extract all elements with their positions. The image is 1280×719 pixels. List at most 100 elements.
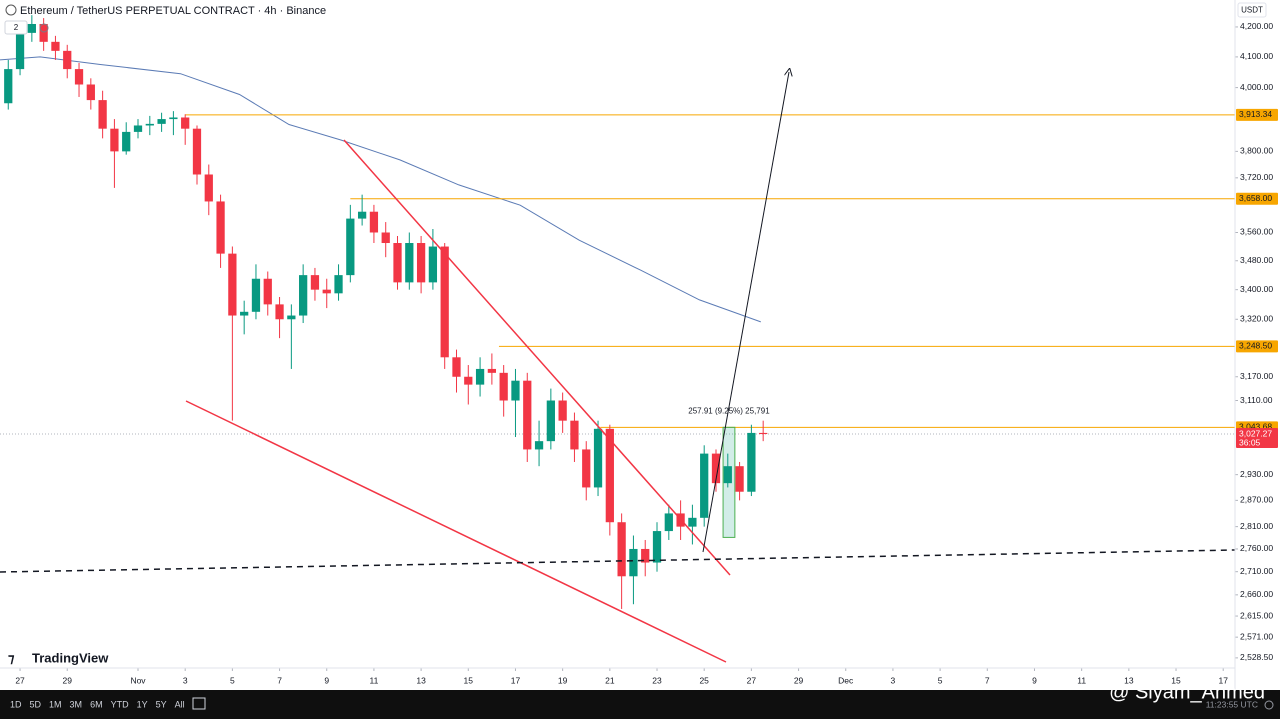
x-tick-label: 11 — [370, 675, 379, 685]
candle-body — [664, 513, 673, 532]
candle-body — [440, 246, 449, 358]
candle-body — [570, 420, 579, 450]
candle-body — [452, 357, 461, 377]
x-tick-label: 7 — [277, 675, 282, 685]
candle-body — [700, 453, 709, 518]
x-tick-label: 13 — [1124, 675, 1134, 685]
candle-body — [523, 380, 532, 450]
candle-body — [157, 119, 166, 124]
x-tick-label: 3 — [891, 675, 896, 685]
y-tick-label: 4,100.00 — [1240, 51, 1273, 61]
price-line-label-box — [1236, 192, 1278, 205]
candle-body — [511, 380, 520, 401]
range-button[interactable]: 6M — [90, 699, 103, 709]
toolbar — [0, 690, 1280, 719]
range-button[interactable]: 1M — [49, 699, 62, 709]
candle-body — [192, 128, 202, 175]
y-tick-label: 3,320.00 — [1240, 314, 1273, 324]
clock: 11:23:55 UTC — [1206, 699, 1258, 709]
range-button[interactable]: All — [175, 699, 185, 709]
watermark: @ Siyam_Ahmed — [1109, 681, 1265, 703]
candle-body — [723, 466, 732, 484]
x-tick-label: 9 — [324, 675, 329, 685]
lower-trendline — [185, 400, 727, 663]
x-tick-label: 5 — [938, 675, 943, 685]
candle-body — [759, 432, 768, 435]
candle-body — [63, 50, 72, 70]
brand: TradingView — [32, 650, 109, 665]
candle-body — [287, 315, 296, 320]
x-tick-label: 5 — [230, 675, 235, 685]
last-price-label: 3,027.27 — [1239, 428, 1272, 438]
candle-body — [393, 243, 402, 283]
x-tick-label: 27 — [15, 675, 25, 685]
y-tick-label: 2,930.00 — [1240, 469, 1273, 479]
candle-body — [381, 232, 390, 244]
indicator-toggle[interactable] — [39, 23, 49, 33]
x-tick-label: 17 — [511, 675, 521, 685]
candle-body — [74, 69, 84, 85]
settings-icon[interactable] — [1264, 700, 1274, 710]
range-button[interactable]: YTD — [111, 699, 130, 709]
symbol-icon — [5, 4, 17, 16]
candle-body — [15, 32, 25, 70]
price-line-label-box — [1236, 340, 1278, 353]
x-tick-label: 11 — [1077, 675, 1086, 685]
candle-body — [711, 453, 721, 484]
x-tick-label: 9 — [1032, 675, 1037, 685]
x-tick-label: 15 — [464, 675, 474, 685]
x-tick-label: 21 — [605, 675, 615, 685]
range-button[interactable]: 1Y — [137, 699, 148, 709]
candle-body — [334, 275, 343, 294]
candle-body — [416, 243, 426, 283]
candle-body — [487, 368, 497, 373]
y-tick-label: 4,000.00 — [1240, 82, 1273, 92]
candle-body — [310, 275, 320, 290]
x-tick-label: Nov — [130, 675, 146, 685]
candle-body — [405, 243, 414, 283]
candle-body — [240, 311, 249, 316]
candle-body — [110, 128, 119, 152]
candle-body — [122, 131, 131, 152]
y-tick-label: 3,170.00 — [1240, 371, 1273, 381]
candle-body — [181, 117, 190, 129]
y-tick-label: 2,870.00 — [1240, 495, 1273, 505]
candle-body — [251, 278, 261, 312]
candle-body — [464, 376, 473, 385]
y-tick-label: 3,480.00 — [1240, 255, 1273, 265]
x-tick-label: 29 — [794, 675, 804, 685]
last-price-box — [1236, 428, 1278, 449]
x-tick-label: 19 — [558, 675, 568, 685]
currency-box[interactable] — [1237, 2, 1267, 18]
range-button[interactable]: 5Y — [156, 699, 167, 709]
x-tick-label: 29 — [63, 675, 73, 685]
y-tick-label: 2,571.00 — [1240, 631, 1273, 641]
candle-body — [27, 23, 36, 33]
y-tick-label: 3,560.00 — [1240, 227, 1273, 237]
range-button[interactable]: 5D — [30, 699, 42, 709]
candle-body — [145, 123, 154, 126]
candle-body — [652, 531, 662, 563]
calendar-icon[interactable] — [192, 697, 206, 710]
candle-body — [499, 372, 508, 401]
candle-body — [263, 278, 272, 305]
currency: USDT — [1241, 6, 1263, 15]
x-tick-label: Dec — [838, 675, 854, 685]
candle-body — [629, 548, 638, 577]
y-tick-label: 3,400.00 — [1240, 284, 1273, 294]
y-tick-label: 2,810.00 — [1240, 521, 1273, 531]
y-tick-label: 2,615.00 — [1240, 610, 1273, 620]
y-tick-label: 2,710.00 — [1240, 566, 1273, 576]
candle-body — [369, 211, 379, 233]
candle-body — [4, 69, 13, 104]
price-line-label: 3,248.50 — [1239, 341, 1272, 351]
y-tick-label: 2,528.50 — [1240, 652, 1273, 662]
x-tick-label: 3 — [183, 675, 188, 685]
price-line-label: 3,913.34 — [1239, 109, 1272, 119]
indicator-badge[interactable] — [4, 20, 28, 35]
range-button[interactable]: 1D — [10, 699, 22, 709]
brand-glyph: ⁊ — [8, 650, 15, 665]
range-button[interactable]: 3M — [70, 699, 83, 709]
